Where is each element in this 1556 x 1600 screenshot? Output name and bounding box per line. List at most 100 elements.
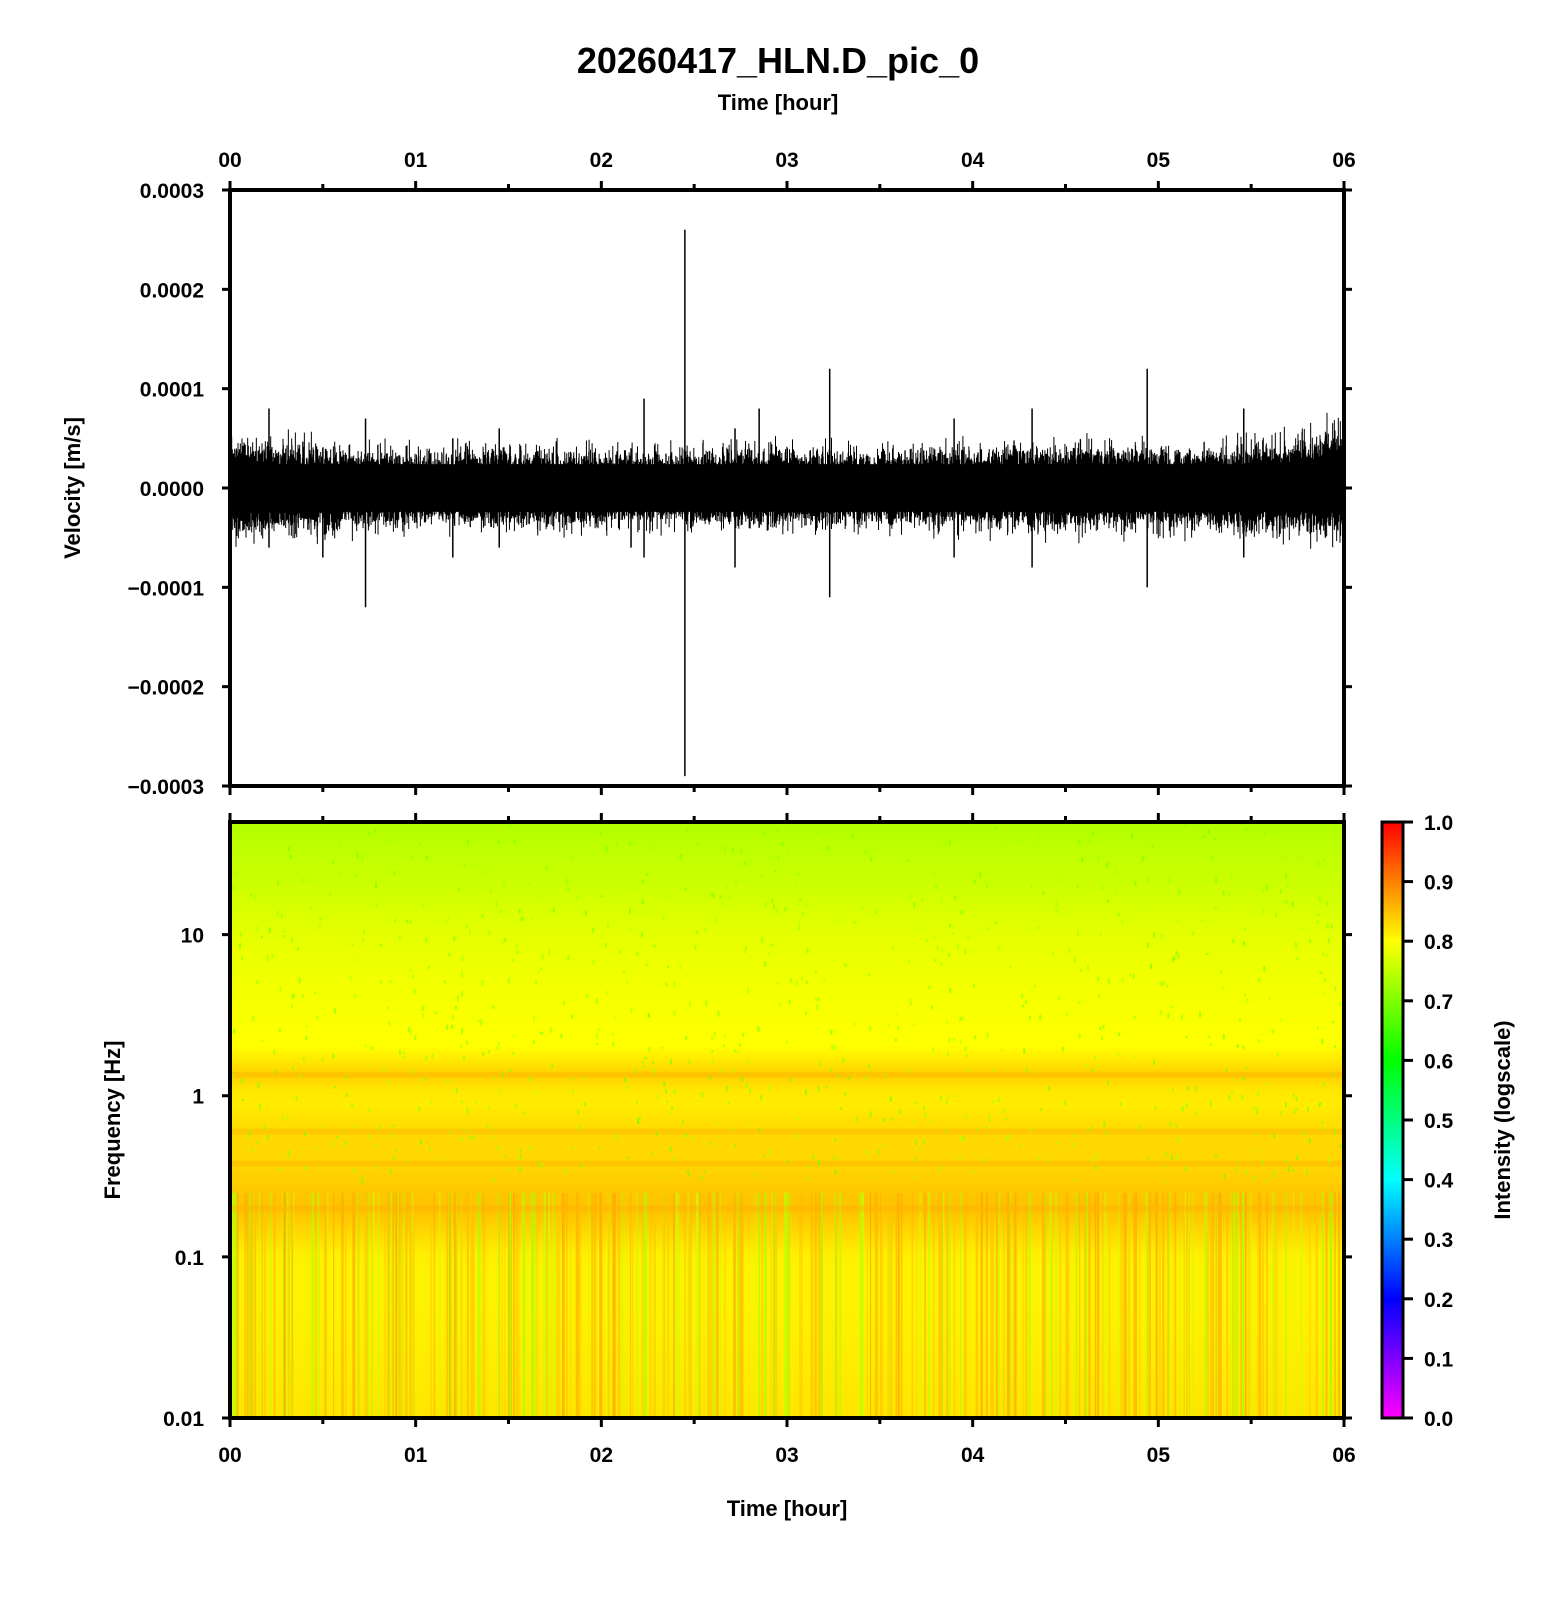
spectrogram-streak: [839, 1192, 842, 1418]
spectrogram-speck: [866, 1150, 869, 1156]
spectrogram-speck: [1268, 996, 1271, 1000]
colorbar-tick-label: 0.3: [1424, 1229, 1453, 1252]
spectrogram-streak: [1179, 1192, 1182, 1418]
spectrogram-speck: [923, 1139, 926, 1144]
spectrogram-speck: [406, 919, 408, 924]
spectrogram-speck: [458, 888, 461, 892]
spectrogram-speck: [429, 856, 432, 862]
spectrogram-speck: [1055, 901, 1058, 907]
spectrogram-speck: [831, 1156, 834, 1160]
spectrogram-speck: [1019, 1145, 1022, 1149]
spectrogram-streak: [472, 1192, 474, 1418]
spectrogram-speck: [1232, 939, 1235, 944]
spectrogram-speck: [1078, 1033, 1081, 1039]
spectrogram-streak: [1235, 1192, 1237, 1418]
spectrogram-speck: [1005, 1118, 1008, 1121]
spectrogram-speck: [548, 949, 551, 956]
spectrogram-speck: [458, 1126, 461, 1131]
spectrogram-streak: [753, 1192, 755, 1418]
spectrogram-streak: [392, 1192, 394, 1418]
spectrogram-speck: [1037, 835, 1040, 842]
spectrogram-speck: [428, 1146, 431, 1151]
spectrogram-streak: [255, 1192, 257, 1418]
spectrogram-streak: [761, 1192, 764, 1418]
spectrogram-streak: [631, 1192, 634, 1418]
spectrogram-speck: [853, 920, 856, 925]
spectrogram-speck: [685, 1036, 688, 1040]
colorbar-label: Intensity (logscale): [1490, 1020, 1515, 1219]
spectrogram-speck: [654, 1073, 657, 1076]
spectrogram-speck: [1126, 852, 1129, 855]
spectrogram-speck: [887, 1024, 890, 1027]
spectrogram-speck: [1166, 985, 1169, 988]
spectrogram-streak: [1334, 1192, 1336, 1418]
spectrogram-speck: [819, 1061, 822, 1067]
spectrogram-speck: [319, 917, 322, 921]
spectrogram-streak: [412, 1192, 415, 1418]
spectrogram-speck: [261, 1039, 264, 1042]
spectrogram-speck: [627, 1156, 630, 1159]
spectrogram-speck: [1103, 1121, 1106, 1128]
spectrogram-streak: [928, 1192, 930, 1418]
spectrogram-speck: [422, 905, 425, 908]
spectrogram-speck: [1184, 1166, 1187, 1172]
spectrogram-speck: [1302, 1129, 1305, 1136]
spectrogram-streak: [667, 1192, 670, 1418]
spectrogram-streak: [1085, 1192, 1088, 1418]
spectrogram-speck: [239, 943, 241, 949]
spectrogram-speck: [1326, 923, 1329, 929]
spectrogram-speck: [602, 895, 604, 898]
spectrogram-streak: [880, 1192, 882, 1418]
top-time-tick: 02: [590, 149, 613, 172]
spectrogram-speck: [516, 950, 519, 954]
spectrogram-speck: [344, 1141, 347, 1147]
spectrogram-speck: [874, 846, 877, 852]
spectrogram-streak: [1002, 1192, 1005, 1418]
spectrogram-speck: [1025, 1067, 1028, 1073]
spectrogram-streak: [438, 1192, 441, 1418]
spectrogram-speck: [387, 1080, 390, 1085]
spectrogram-streak: [758, 1192, 761, 1418]
spectrogram-speck: [1022, 1004, 1025, 1008]
spectrogram-speck: [461, 971, 464, 978]
spectrogram-speck: [1100, 885, 1103, 890]
spectrogram-speck: [807, 1177, 810, 1181]
spectrogram-streak: [813, 1192, 816, 1418]
waveform-y-tick-label: 0.0001: [140, 379, 205, 402]
spectrogram-speck: [808, 1164, 811, 1168]
spectrogram-speck: [537, 970, 540, 973]
spectrogram-speck: [1284, 874, 1287, 879]
spectrogram-streak: [1120, 1192, 1122, 1418]
spectrogram-speck: [1084, 1063, 1087, 1068]
spectrogram-speck: [1118, 1032, 1121, 1036]
spectrogram-streak: [697, 1192, 699, 1418]
spectrogram-speck: [356, 852, 359, 859]
spectrogram-speck: [607, 922, 610, 929]
spectrogram-speck: [983, 1159, 986, 1164]
spectrogram-speck: [1209, 1100, 1212, 1107]
spectrogram-speck: [955, 1095, 958, 1097]
colorbar: 0.0 0.1 0.2 0.3 0.4 0.5 0.6 0.7 0.8 0.9 1.0 Intens…: [1380, 812, 1515, 1431]
spectrogram-speck: [1095, 1153, 1098, 1159]
spectrogram-speck: [410, 1069, 413, 1075]
spectrogram-speck: [1322, 952, 1325, 956]
spectrogram-streak: [600, 1192, 603, 1418]
spectrogram-speck: [268, 927, 271, 933]
spectrogram-streak: [1236, 1192, 1239, 1418]
spectrogram-streak: [1042, 1192, 1045, 1418]
spectrogram-speck: [641, 1061, 644, 1064]
spectrogram-speck: [796, 1116, 799, 1121]
spectrogram-speck: [239, 932, 242, 937]
spectrogram-streak: [1097, 1192, 1100, 1418]
spectrogram-speck: [687, 1172, 690, 1176]
spectrogram-speck: [995, 921, 998, 925]
spectrogram-streak: [876, 1192, 878, 1418]
spectrogram-speck: [752, 826, 755, 829]
spectrogram-speck: [1285, 854, 1288, 859]
spectrogram-speck: [1296, 856, 1299, 859]
spectrogram-speck: [1296, 957, 1298, 961]
spectrogram-speck: [362, 939, 364, 943]
spectrogram-streak: [282, 1192, 284, 1418]
spectrogram-speck: [1320, 900, 1323, 904]
